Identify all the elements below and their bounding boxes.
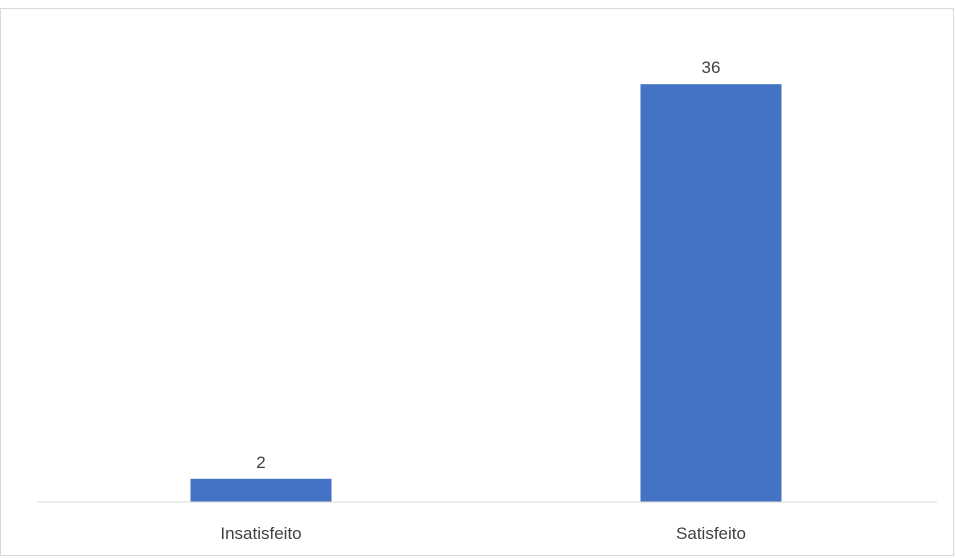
x-tick-labels: Insatisfeito Satisfeito xyxy=(220,524,746,543)
bars-group xyxy=(190,84,782,502)
x-tick-label-insatisfeito: Insatisfeito xyxy=(220,524,301,543)
bar-satisfeito xyxy=(640,84,782,502)
x-tick-label-satisfeito: Satisfeito xyxy=(676,524,746,543)
data-labels: 2 36 xyxy=(256,58,720,472)
data-label-insatisfeito: 2 xyxy=(256,453,265,472)
chart-area xyxy=(0,8,954,556)
data-label-satisfeito: 36 xyxy=(702,58,721,77)
bar-insatisfeito xyxy=(190,478,332,502)
